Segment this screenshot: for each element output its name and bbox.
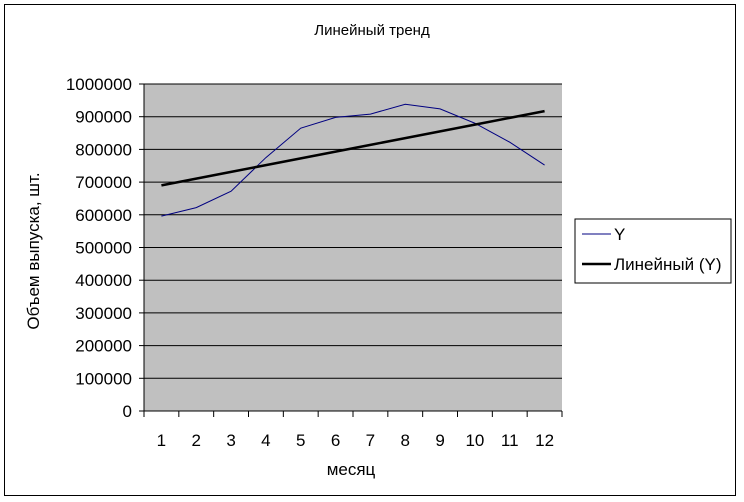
- chart-frame: Линейный тренд 0 100000 200000 300000 400000…: [4, 4, 736, 496]
- y-tick-label: 1000000: [66, 75, 132, 94]
- x-tick-label: 2: [192, 431, 201, 450]
- legend-label-y: Y: [614, 225, 625, 244]
- x-tick-label: 12: [535, 431, 554, 450]
- x-tick-label: 9: [435, 431, 444, 450]
- legend-label-trend: Линейный (Y): [614, 255, 721, 274]
- y-tick-label: 600000: [75, 206, 132, 225]
- x-tick-label: 6: [331, 431, 340, 450]
- x-tick-label: 3: [226, 431, 235, 450]
- x-tick-label: 11: [501, 431, 519, 450]
- y-tick-label: 400000: [75, 271, 132, 290]
- y-tick-label: 700000: [75, 173, 132, 192]
- legend-box: [574, 218, 732, 284]
- y-tick-label: 100000: [75, 369, 132, 388]
- y-tick-label: 300000: [75, 304, 132, 323]
- x-tick-label: 8: [401, 431, 410, 450]
- x-tick-label: 4: [261, 431, 270, 450]
- y-tick-label: 200000: [75, 337, 132, 356]
- series-line-trend: [161, 109, 545, 187]
- x-axis-label: месяц: [327, 460, 376, 479]
- chart-title: Линейный тренд: [314, 22, 430, 39]
- y-tick-label: 500000: [75, 239, 132, 258]
- x-tick-labels: 1 2 3 4 5 6 7 8 9 10 11 12: [157, 431, 554, 450]
- gridlines: [144, 83, 562, 379]
- y-tick-label: 800000: [75, 140, 132, 159]
- y-tick-label: 0: [123, 402, 132, 421]
- x-tick-label: 1: [157, 431, 166, 450]
- line-chart: Линейный тренд 0 100000 200000 300000 400000…: [24, 22, 732, 479]
- x-tick-label: 5: [296, 431, 305, 450]
- y-axis-label: Объем выпуска, шт.: [24, 172, 43, 329]
- legend: Y Линейный (Y): [574, 218, 732, 284]
- y-tick-labels: 0 100000 200000 300000 400000 500000 600000 700…: [66, 75, 132, 421]
- series-line-y: [161, 103, 545, 217]
- x-tick-label: 10: [465, 431, 484, 450]
- series-lines: [161, 103, 545, 217]
- y-tick-label: 900000: [75, 108, 132, 127]
- x-tick-label: 7: [366, 431, 375, 450]
- axes: [139, 83, 563, 417]
